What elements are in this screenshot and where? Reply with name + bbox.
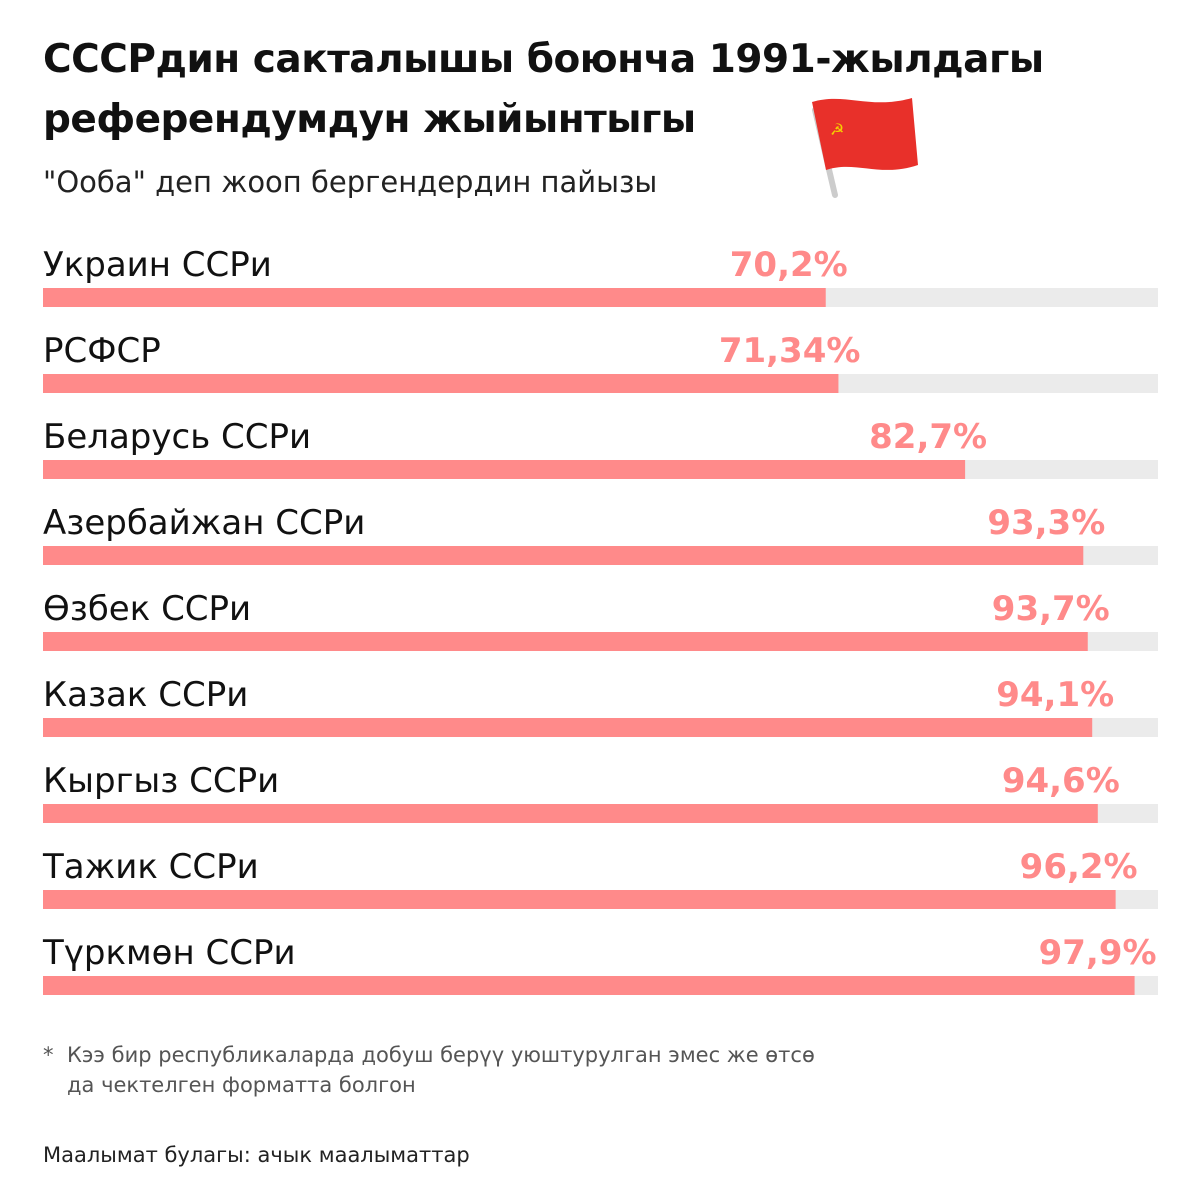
category-label: Беларусь ССРи <box>43 417 311 457</box>
value-label: 70,2% <box>730 245 848 285</box>
value-label: 94,6% <box>1002 761 1120 801</box>
category-label: Казак ССРи <box>43 675 248 715</box>
source: Маалымат булагы: ачык маалыматтар <box>43 1143 470 1167</box>
category-label: Украин ССРи <box>43 245 272 285</box>
bar <box>43 976 1135 995</box>
flag-icon: ☭ <box>812 98 918 198</box>
footnote-text: Кээ бир республикаларда добуш берүү уюшт… <box>67 1043 815 1097</box>
value-label: 97,9% <box>1039 933 1157 973</box>
value-label: 93,7% <box>992 589 1110 629</box>
category-label: Кыргыз ССРи <box>43 761 279 801</box>
bar <box>43 460 966 479</box>
value-label: 71,34% <box>719 331 861 371</box>
category-label: Азербайжан ССРи <box>43 503 365 543</box>
chart: ☭ Украин ССРи 70,2% РСФСР 71,34% Беларусь СС… <box>42 98 1158 995</box>
chart-title: СССРдин сакталышы боюнча 1991-жылдагы ре… <box>43 37 1044 142</box>
footnote-marker: * <box>43 1043 54 1067</box>
value-label: 82,7% <box>869 417 987 457</box>
svg-text:☭: ☭ <box>830 120 844 139</box>
bar <box>43 288 826 307</box>
category-label: Тажик ССРи <box>42 847 259 887</box>
category-label: Өзбек ССРи <box>43 589 251 629</box>
value-label: 94,1% <box>996 675 1114 715</box>
bar <box>43 718 1093 737</box>
category-label: РСФСР <box>43 331 161 371</box>
bar <box>43 804 1098 823</box>
chart-subtitle: "Ооба" деп жооп бергендердин пайызы <box>43 165 658 199</box>
bar <box>43 546 1084 565</box>
footnote: * Кээ бир республикаларда добуш берүү уюш… <box>43 1040 843 1100</box>
value-label: 93,3% <box>987 503 1105 543</box>
category-label: Түркмөн ССРи <box>42 933 296 973</box>
bar <box>43 890 1116 909</box>
value-label: 96,2% <box>1020 847 1138 887</box>
bar <box>43 374 839 393</box>
bar <box>43 632 1088 651</box>
